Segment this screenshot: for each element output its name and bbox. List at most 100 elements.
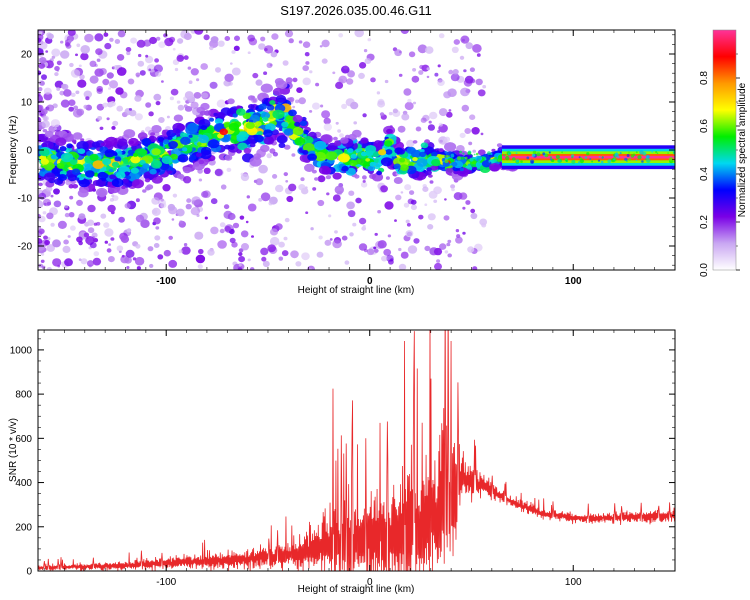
ridge-blob (489, 163, 501, 172)
noise-blob (87, 219, 95, 226)
noise-blob (304, 52, 310, 57)
band-speckle (503, 154, 506, 157)
noise-blob (46, 244, 55, 252)
ridge-blob (77, 148, 86, 154)
ridge-blob (121, 185, 126, 190)
ridge-blob (393, 163, 401, 170)
band-speckle (627, 151, 631, 154)
noise-blob (258, 164, 268, 174)
noise-blob (415, 126, 422, 132)
ridge-blob (38, 182, 43, 187)
ridge-blob (416, 158, 428, 167)
ridge-blob (354, 174, 360, 179)
ridge-blob (369, 161, 376, 167)
ridge-blob (410, 149, 422, 158)
noise-blob (248, 37, 258, 46)
ridge-blob (367, 165, 376, 172)
noise-blob (75, 90, 80, 95)
spectrogram-y-axis-label: Frequency (Hz) (8, 116, 19, 185)
noise-blob (292, 77, 298, 83)
ridge-blob (430, 164, 439, 171)
ridge-blob (249, 142, 256, 148)
ridge-blob (303, 129, 309, 135)
noise-blob (172, 193, 178, 198)
noise-blob (392, 108, 398, 114)
noise-blob (38, 230, 43, 237)
ridge-blob (228, 122, 240, 131)
noise-blob (135, 243, 141, 249)
noise-blob (80, 45, 90, 54)
noise-blob (447, 239, 452, 244)
ridge-blob (287, 97, 292, 101)
noise-blob (348, 190, 355, 196)
noise-blob (465, 42, 473, 50)
noise-blob (180, 30, 190, 39)
band-speckle (555, 154, 560, 159)
noise-blob (444, 198, 447, 201)
ridge-blob (108, 168, 114, 173)
ridge-blob (471, 160, 477, 165)
noise-blob (124, 256, 132, 264)
noise-blob (53, 188, 60, 195)
ridge-blob (374, 140, 383, 147)
noise-blob (429, 180, 434, 184)
noise-blob (455, 229, 460, 233)
noise-blob (103, 32, 109, 37)
ridge-blob (111, 178, 124, 188)
noise-blob (53, 200, 62, 208)
spectrogram-x-tick-label: -100 (156, 276, 176, 287)
noise-blob (204, 216, 208, 220)
band-speckle (542, 152, 546, 156)
noise-blob (385, 176, 390, 180)
ridge-blob (72, 184, 79, 189)
ridge-blob (302, 150, 309, 155)
ridge-blob (275, 94, 287, 103)
noise-blob (163, 33, 168, 38)
noise-blob (321, 39, 330, 48)
noise-blob (291, 153, 296, 157)
noise-blob (171, 218, 175, 221)
noise-blob (388, 111, 393, 116)
band-speckle (613, 158, 616, 161)
ridge-blob (121, 178, 129, 184)
band-speckle (448, 155, 450, 158)
noise-blob (77, 79, 87, 88)
band-speckle (461, 156, 465, 160)
ridge-blob (426, 167, 432, 172)
ridge-blob (399, 157, 406, 163)
colorbar: 0.0 0.2 0.4 0.6 0.8 Normalized spectral ampl… (699, 29, 748, 277)
noise-blob (67, 30, 76, 36)
ridge-blob (150, 132, 156, 137)
snr-y-tick-label: 0 (26, 567, 32, 578)
band-speckle (589, 158, 592, 160)
band-speckle (617, 156, 620, 159)
ridge-blob (477, 149, 486, 156)
band-speckle (450, 153, 455, 158)
noise-blob (153, 217, 161, 225)
ridge-blob (425, 170, 432, 176)
ridge-blob (472, 166, 478, 171)
noise-blob (323, 117, 331, 125)
noise-blob (54, 72, 59, 77)
noise-blob (198, 178, 203, 182)
ridge-blob (66, 143, 73, 149)
ridge-blob (117, 151, 123, 155)
noise-blob (38, 192, 47, 200)
noise-blob (398, 247, 402, 252)
noise-blob (398, 263, 407, 270)
noise-blob (298, 184, 306, 191)
noise-blob (153, 93, 162, 101)
ridge-blob (75, 177, 80, 181)
ridge-blob (301, 116, 307, 121)
noise-blob (324, 239, 332, 246)
noise-blob (138, 53, 142, 58)
noise-blob (46, 212, 54, 220)
noise-blob (229, 237, 236, 244)
band-speckle (641, 160, 644, 163)
noise-blob (407, 245, 418, 254)
noise-blob (50, 194, 54, 198)
noise-blob (443, 215, 450, 221)
ridge-blob (334, 140, 342, 147)
ridge-blob (157, 136, 165, 142)
ridge-blob (272, 109, 285, 120)
